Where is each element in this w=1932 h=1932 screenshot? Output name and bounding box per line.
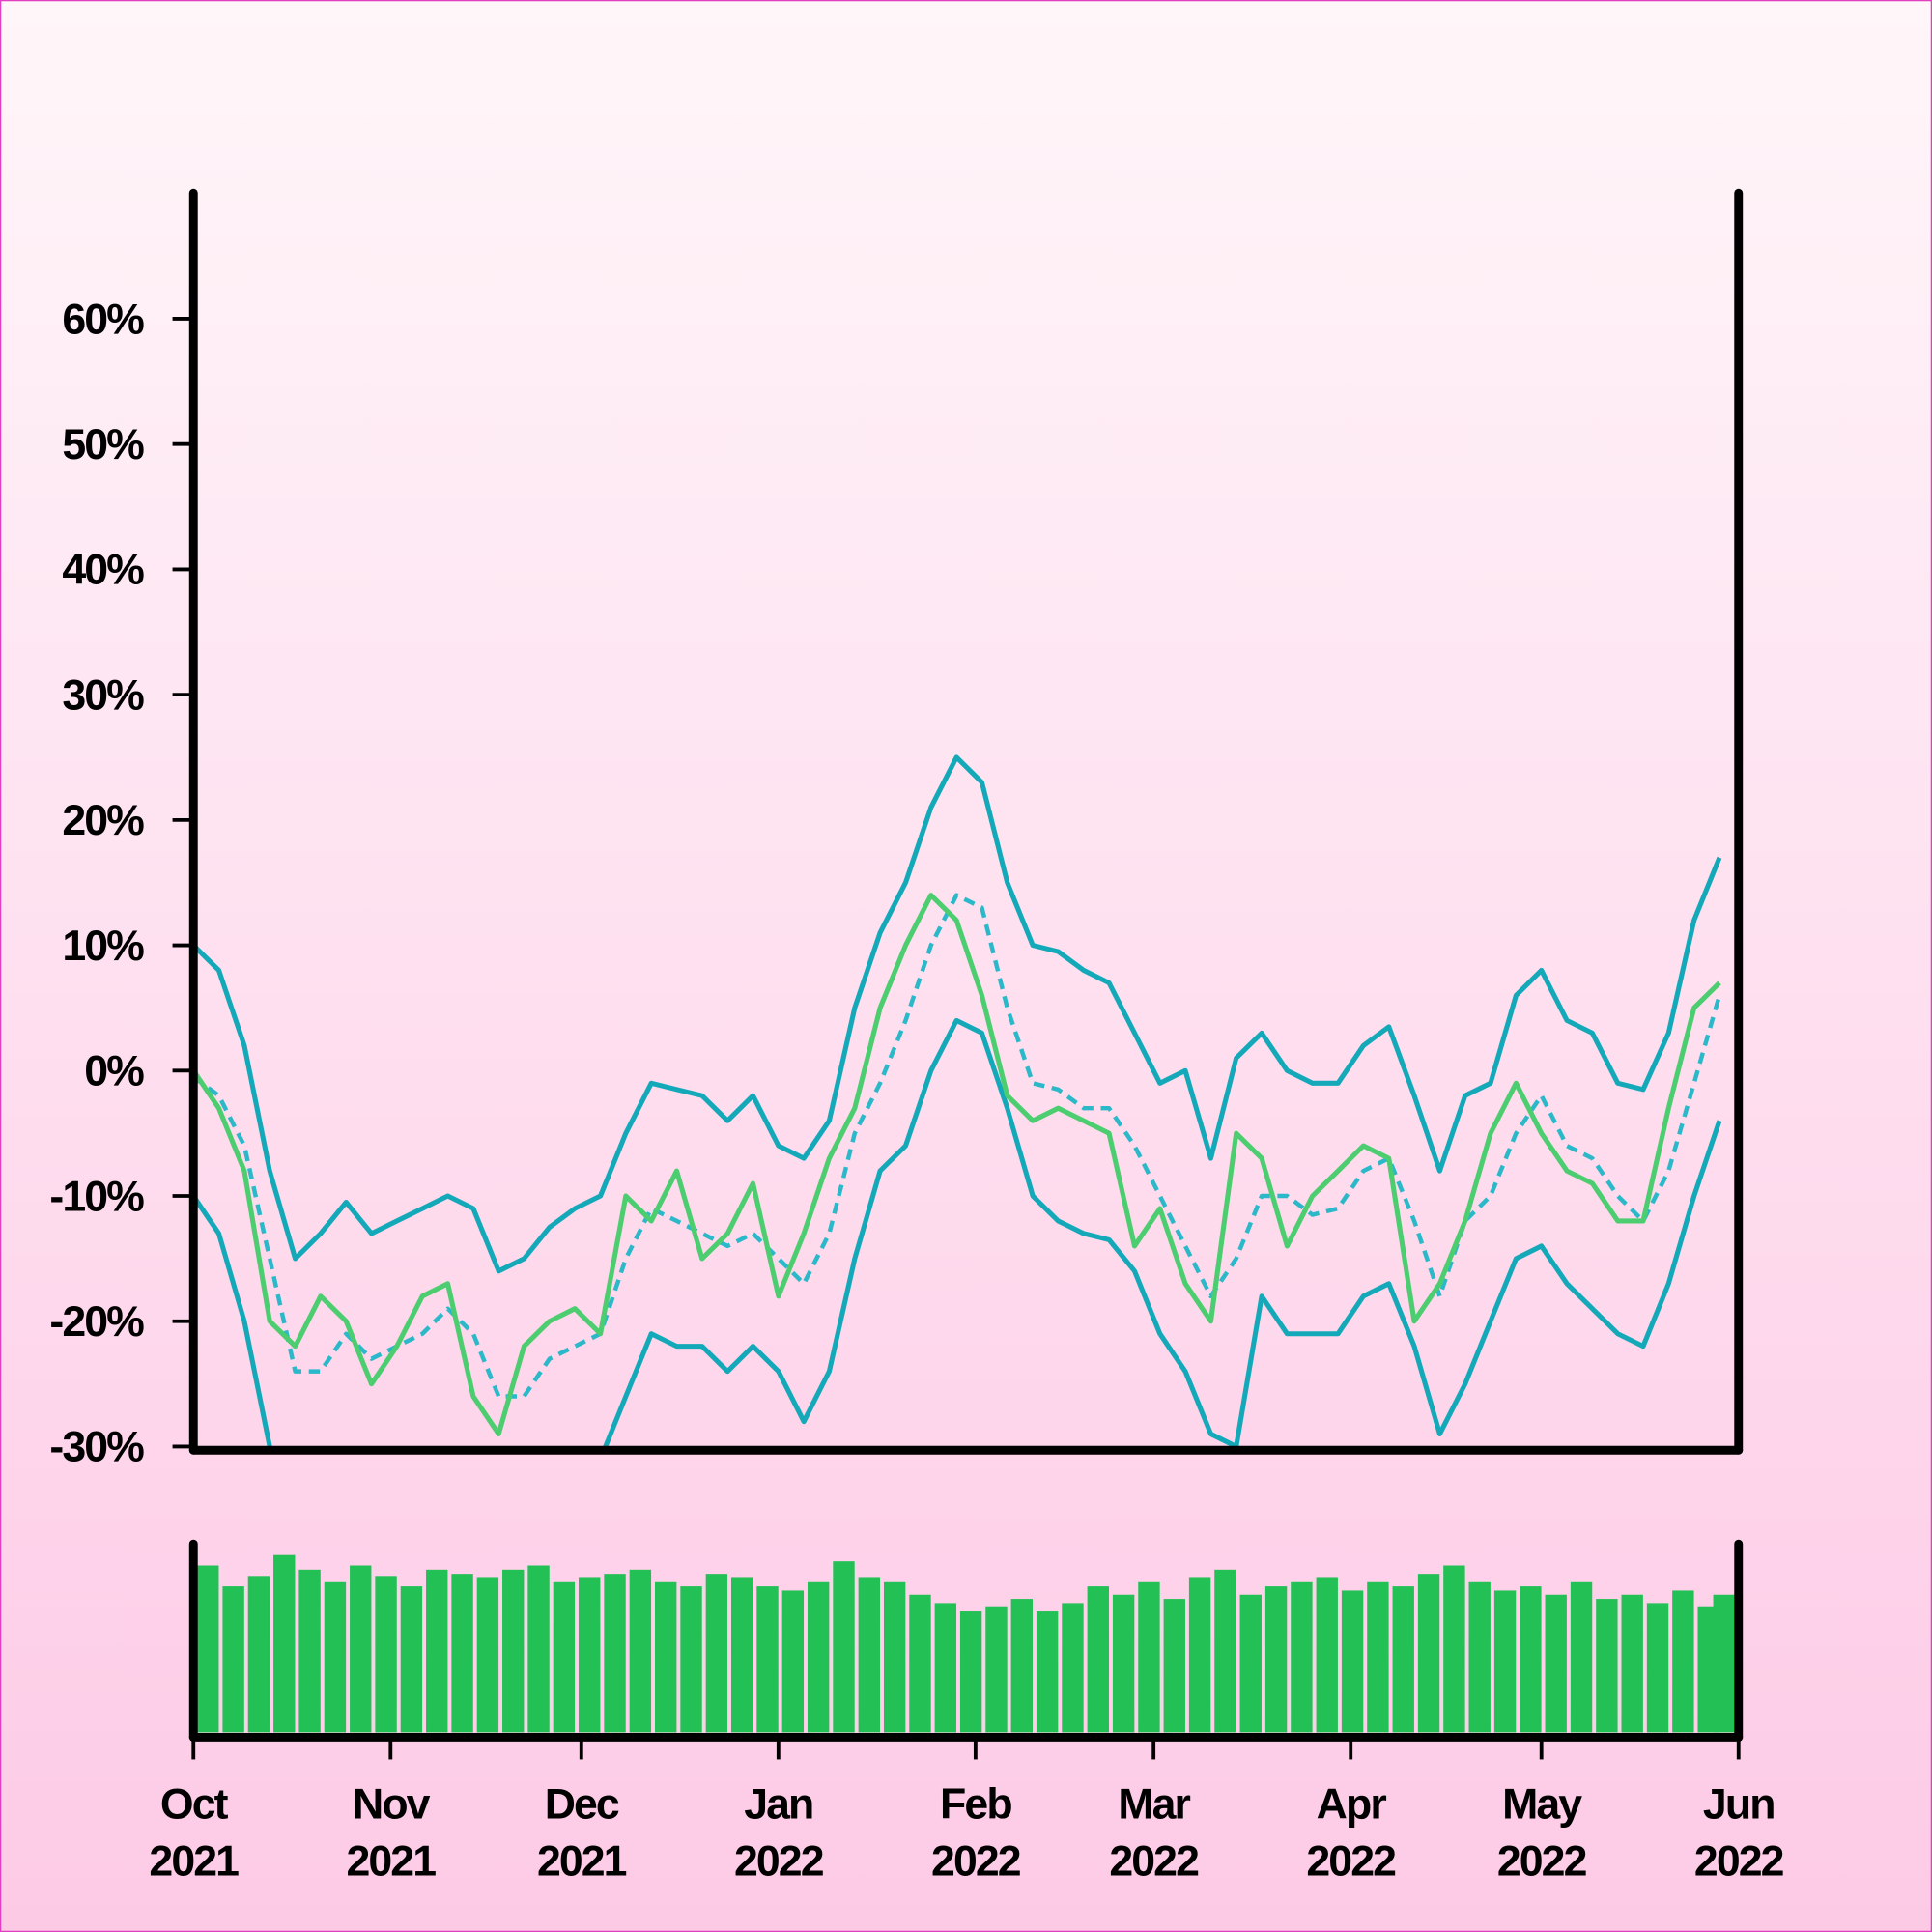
volume-bar — [451, 1574, 473, 1733]
volume-bar — [400, 1586, 423, 1733]
x-tick-label: Apr 2022 — [1306, 1781, 1396, 1886]
x-tick-label: Dec 2021 — [537, 1781, 627, 1886]
volume-bar — [1112, 1594, 1135, 1733]
volume-bar — [1545, 1594, 1567, 1733]
volume-bar — [527, 1565, 550, 1733]
volume-bar — [1713, 1594, 1735, 1733]
volume-bar — [1138, 1581, 1160, 1733]
volume-bar — [1443, 1565, 1465, 1733]
y-tick-label: -20% — [49, 1298, 144, 1346]
volume-bar — [807, 1581, 830, 1733]
x-tick-label: Feb 2022 — [931, 1781, 1021, 1886]
volume-bar — [934, 1603, 957, 1733]
volume-bar — [375, 1576, 397, 1733]
volume-bar — [604, 1574, 626, 1733]
x-tick-label: Jun 2022 — [1694, 1781, 1784, 1886]
volume-bar — [1468, 1581, 1491, 1733]
y-tick-label: 20% — [62, 797, 144, 844]
x-tick-label: Jan 2022 — [734, 1781, 824, 1886]
volume-bar — [197, 1565, 219, 1733]
y-tick-label: 0% — [84, 1048, 144, 1095]
volume-bar — [222, 1586, 244, 1733]
volume-bar — [1621, 1594, 1643, 1733]
y-tick-label: -10% — [49, 1173, 144, 1220]
volume-bar — [298, 1569, 321, 1733]
volume-bar — [833, 1561, 855, 1733]
volume-bar — [1520, 1586, 1542, 1733]
volume-bar — [1392, 1586, 1414, 1733]
volume-bar — [858, 1577, 881, 1733]
volume-bar — [985, 1606, 1008, 1733]
volume-bar — [1493, 1590, 1517, 1733]
axes: -30% -20% -10% 0% 10% 20% 30% 40% 50% 60% Oct 2021 N… — [49, 188, 1786, 1886]
volume-bar — [579, 1577, 601, 1733]
volume-bar — [1264, 1586, 1288, 1733]
series-line — [193, 754, 1722, 1274]
volume-bar — [629, 1569, 652, 1733]
volume-bar — [247, 1576, 270, 1733]
volume-bar — [553, 1581, 576, 1733]
volume-bar — [1087, 1586, 1109, 1733]
volume-bar — [1163, 1599, 1185, 1733]
volume-bar — [1036, 1611, 1059, 1733]
volume-bar — [1596, 1599, 1618, 1733]
x-tick-label: May 2022 — [1497, 1781, 1587, 1886]
volume-bar — [502, 1569, 525, 1733]
volume-bar — [756, 1586, 779, 1733]
volume-bar — [781, 1590, 805, 1733]
volume-bar — [273, 1554, 296, 1733]
volume-bar — [1010, 1599, 1033, 1733]
series-line — [193, 1017, 1722, 1447]
y-tick-label: 30% — [62, 671, 144, 719]
volume-bar — [324, 1581, 347, 1733]
volume-bar — [1316, 1577, 1338, 1733]
volume-bar — [1646, 1603, 1669, 1733]
y-tick-label: -30% — [49, 1424, 144, 1471]
volume-bar — [959, 1611, 982, 1733]
volume-bar — [883, 1581, 906, 1733]
volume-bar — [1341, 1590, 1364, 1733]
volume-bar — [350, 1565, 372, 1733]
y-tick-label: 40% — [62, 547, 144, 594]
volume-bar — [1570, 1581, 1593, 1733]
series-line — [193, 893, 1722, 1399]
volume-bar — [909, 1594, 931, 1733]
x-tick-label: Mar 2022 — [1109, 1781, 1199, 1886]
price-plot — [193, 754, 1722, 1447]
x-tick-label: Nov 2021 — [346, 1781, 436, 1886]
x-tick-label: Oct 2021 — [149, 1781, 239, 1886]
volume-bar — [1672, 1590, 1694, 1733]
volume-bar — [1214, 1569, 1236, 1733]
volume-bar — [655, 1581, 677, 1733]
volume-bar — [1239, 1594, 1262, 1733]
y-tick-label: 60% — [62, 296, 144, 343]
volume-bar — [1417, 1574, 1440, 1733]
volume-bar — [1367, 1581, 1389, 1733]
volume-bar — [705, 1574, 728, 1733]
y-tick-label: 10% — [62, 923, 144, 970]
volume-bar — [426, 1569, 448, 1733]
series-line — [193, 893, 1721, 1436]
volume-bar — [680, 1586, 702, 1733]
volume-bar — [1188, 1577, 1211, 1733]
volume-plot — [197, 1554, 1735, 1733]
volume-bar — [730, 1577, 753, 1733]
y-tick-label: 50% — [62, 421, 144, 469]
volume-bar — [1291, 1581, 1313, 1733]
volume-bar — [476, 1577, 499, 1733]
volume-bar — [1062, 1603, 1084, 1733]
